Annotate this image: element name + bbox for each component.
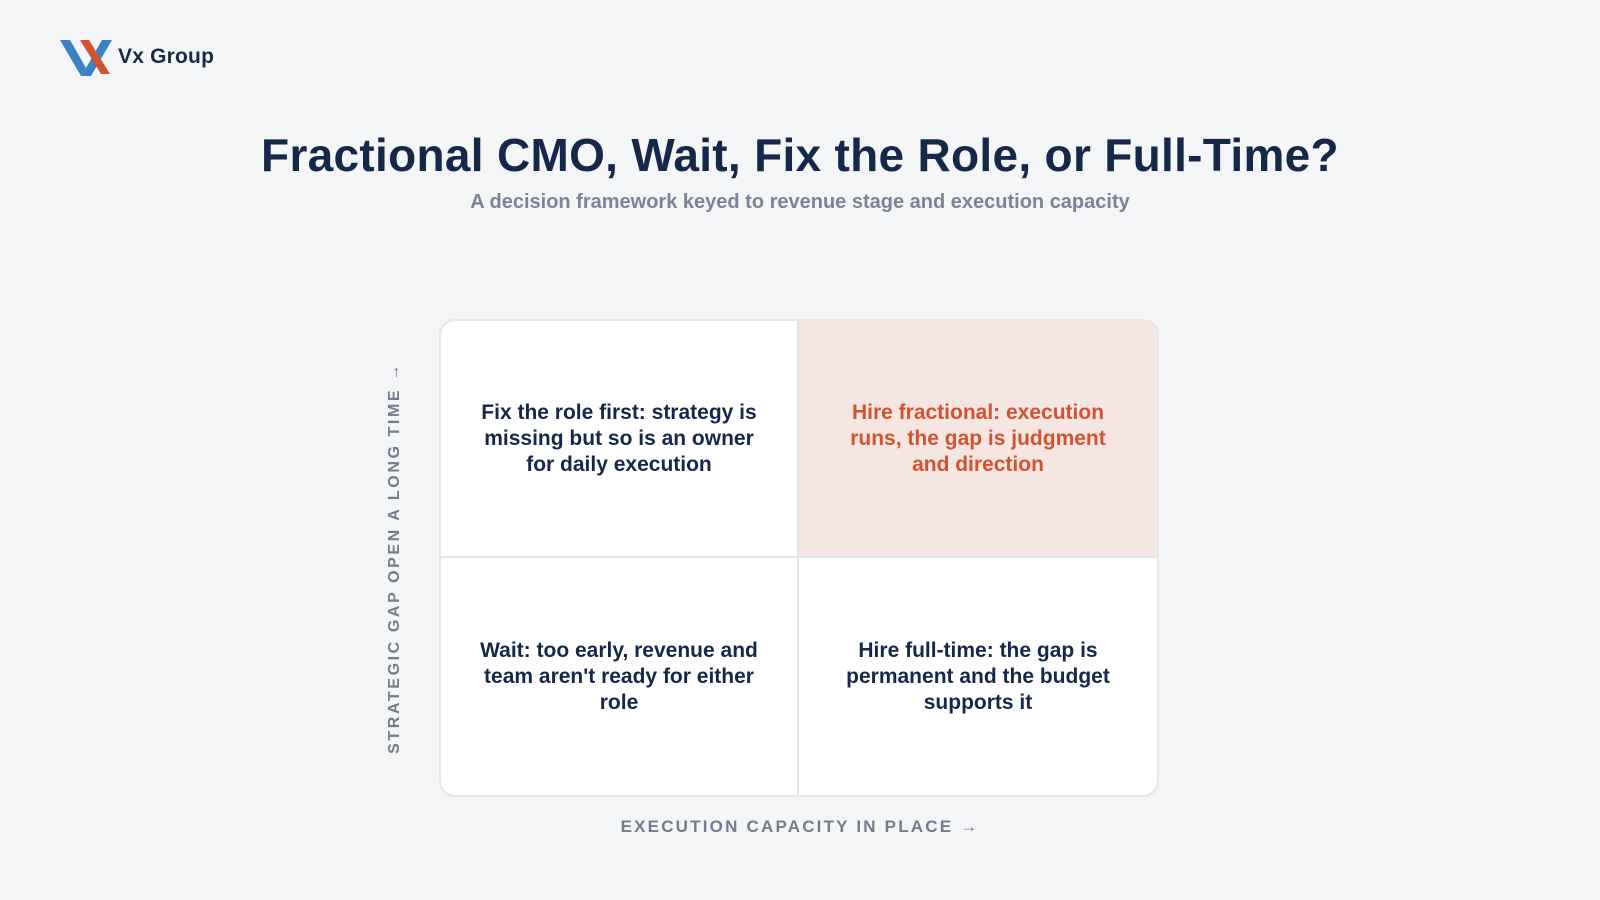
quadrant-bottom-left: Wait: too early, revenue and team aren't… bbox=[441, 558, 799, 795]
quadrant-bottom-right: Hire full-time: the gap is permanent and… bbox=[799, 558, 1157, 795]
vx-chevron-logo-icon bbox=[60, 40, 112, 76]
brand-name: Vx Group bbox=[118, 45, 215, 68]
quadrant-top-right-text: Hire fractional: execution runs, the gap… bbox=[850, 400, 1106, 476]
y-axis-label: STRATEGIC GAP OPEN A LONG TIME → bbox=[386, 362, 403, 754]
quadrant-top-left-text: Fix the role first: strategy is missing … bbox=[481, 400, 757, 476]
quadrant-top-left: Fix the role first: strategy is missing … bbox=[441, 321, 799, 558]
x-axis-label: EXECUTION CAPACITY IN PLACE → bbox=[620, 817, 980, 836]
brand-logo: Vx Group bbox=[60, 38, 214, 76]
decision-matrix: Fix the role first: strategy is missing … bbox=[439, 319, 1159, 797]
quadrant-top-right-highlighted: Hire fractional: execution runs, the gap… bbox=[799, 321, 1157, 558]
page-subtitle: A decision framework keyed to revenue st… bbox=[470, 191, 1130, 213]
quadrant-bottom-left-text: Wait: too early, revenue and team aren't… bbox=[480, 638, 758, 714]
quadrant-bottom-right-text: Hire full-time: the gap is permanent and… bbox=[846, 638, 1110, 714]
page-title: Fractional CMO, Wait, Fix the Role, or F… bbox=[261, 129, 1339, 181]
